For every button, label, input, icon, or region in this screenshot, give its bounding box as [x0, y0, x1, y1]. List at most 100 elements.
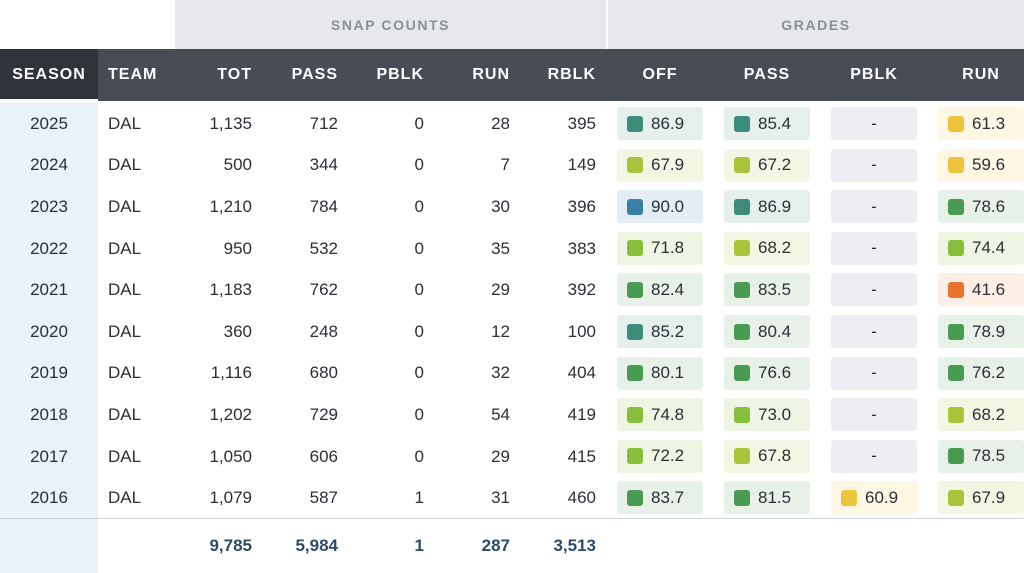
grade-gpass-cell: 68.2 [724, 231, 810, 265]
grade-off-cell: 83.7 [617, 481, 703, 515]
pblk-cell: 1 [414, 488, 424, 508]
grade-gpblk-cell: - [831, 398, 917, 432]
grade-value: - [871, 155, 877, 175]
column-tot[interactable]: TOT [217, 66, 252, 83]
table-row[interactable]: 2025 DAL 1,135 712 0 28 395 86.9 85.4 - 61.3 [0, 103, 1024, 145]
column-grade-pblk[interactable]: PBLK [850, 66, 898, 83]
grade-color-swatch [627, 448, 643, 465]
run-cell: 12 [491, 321, 510, 341]
pblk-cell: 0 [414, 446, 424, 466]
table-row[interactable]: 2017 DAL 1,050 606 0 29 415 72.2 67.8 - 78.5 [0, 435, 1024, 478]
pblk-cell: 0 [414, 196, 424, 216]
grade-value: 82.4 [651, 279, 685, 299]
table-row[interactable]: 2022 DAL 950 532 0 35 383 71.8 68.2 - 74.4 [0, 227, 1024, 270]
tot-cell: 1,135 [209, 113, 252, 133]
table-row[interactable]: 2018 DAL 1,202 729 0 54 419 74.8 73.0 - 68.2 [0, 394, 1024, 436]
season-cell: 2016 [30, 488, 68, 508]
column-rblk[interactable]: RBLK [547, 66, 596, 83]
grade-color-swatch [627, 281, 643, 298]
table-row[interactable]: 2024 DAL 500 344 0 7 149 67.9 67.2 - 59.6 [0, 144, 1024, 187]
grade-gpblk-cell: - [831, 190, 917, 224]
column-header-row: SEASON TEAM TOT PASS PBLK RUN RBLK OFF P… [0, 49, 1024, 101]
season-cell-bg [0, 311, 98, 353]
grade-gpblk-cell: - [831, 273, 917, 307]
table-row[interactable]: 2016 DAL 1,079 587 1 31 460 83.7 81.5 60.9 67.9 [0, 477, 1024, 519]
tot-cell: 1,183 [209, 280, 252, 300]
grade-value: 90.0 [651, 196, 685, 216]
table-row[interactable]: 2021 DAL 1,183 762 0 29 392 82.4 83.5 - 41.6 [0, 269, 1024, 311]
total-tot: 9,785 [209, 536, 252, 555]
grade-value: 78.9 [972, 321, 1006, 341]
tot-cell: 500 [223, 155, 252, 175]
grade-color-swatch [948, 240, 964, 257]
grade-value: - [871, 113, 877, 133]
pblk-cell: 0 [414, 238, 424, 258]
rblk-cell: 392 [567, 280, 596, 300]
pass-cell: 729 [309, 404, 338, 424]
grade-value: 60.9 [865, 487, 899, 507]
total-run: 287 [481, 536, 510, 555]
grade-color-swatch [734, 240, 750, 257]
table-row[interactable]: 2023 DAL 1,210 784 0 30 396 90.0 86.9 - 78.6 [0, 186, 1024, 228]
table-row[interactable]: 2019 DAL 1,116 680 0 32 404 80.1 76.6 - 76.2 [0, 352, 1024, 395]
grade-color-swatch [627, 365, 643, 382]
column-team[interactable]: TEAM [108, 66, 158, 83]
run-cell: 31 [491, 488, 510, 508]
grade-value: 83.5 [758, 279, 792, 299]
grade-color-swatch [627, 489, 643, 506]
column-grade-off[interactable]: OFF [642, 66, 678, 83]
pass-cell: 762 [309, 280, 338, 300]
column-grade-run[interactable]: RUN [962, 66, 1000, 83]
season-cell-bg [0, 435, 98, 478]
grade-off-cell: 80.1 [617, 356, 703, 390]
grade-color-swatch [948, 157, 964, 174]
grade-value: 76.6 [758, 363, 792, 383]
season-cell-bg [0, 394, 98, 436]
grade-value: 67.9 [972, 487, 1006, 507]
column-pass[interactable]: PASS [291, 66, 338, 83]
grade-off-cell: 72.2 [617, 439, 703, 473]
grade-value: 80.4 [758, 321, 792, 341]
grade-color-swatch [948, 406, 964, 423]
table-row[interactable]: 2020 DAL 360 248 0 12 100 85.2 80.4 - 78.9 [0, 311, 1024, 353]
grade-color-swatch [627, 323, 643, 340]
grade-value: 83.7 [651, 487, 685, 507]
rblk-cell: 404 [567, 363, 596, 383]
column-pblk[interactable]: PBLK [376, 66, 424, 83]
season-cell: 2020 [30, 321, 68, 341]
grade-gpblk-cell: - [831, 439, 917, 473]
total-pass: 5,984 [295, 536, 338, 555]
column-season[interactable]: SEASON [0, 49, 98, 101]
grade-grun-cell: 67.9 [938, 481, 1024, 515]
season-cell-bg [0, 227, 98, 270]
pass-cell: 587 [309, 488, 338, 508]
pass-cell: 248 [309, 321, 338, 341]
grade-grun-cell: 68.2 [938, 398, 1024, 432]
season-cell: 2022 [30, 238, 68, 258]
grade-value: 67.9 [651, 155, 685, 175]
grade-color-swatch [734, 157, 750, 174]
season-cell-bg [0, 352, 98, 395]
grade-off-cell: 67.9 [617, 148, 703, 182]
grade-color-swatch [948, 489, 964, 506]
grade-color-swatch [948, 365, 964, 382]
grade-value: 72.2 [651, 446, 685, 466]
run-cell: 30 [491, 196, 510, 216]
grade-color-swatch [948, 323, 964, 340]
grade-value: 74.8 [651, 404, 685, 424]
grade-gpass-cell: 67.2 [724, 148, 810, 182]
column-run[interactable]: RUN [472, 66, 510, 83]
rblk-cell: 419 [567, 404, 596, 424]
grade-grun-cell: 74.4 [938, 231, 1024, 265]
pblk-cell: 0 [414, 404, 424, 424]
team-cell: DAL [108, 363, 142, 383]
run-cell: 29 [491, 280, 510, 300]
team-cell: DAL [108, 404, 142, 424]
grade-gpass-cell: 76.6 [724, 356, 810, 390]
column-grade-pass[interactable]: PASS [743, 66, 791, 83]
team-cell: DAL [108, 196, 142, 216]
run-cell: 29 [491, 446, 510, 466]
grade-gpblk-cell: - [831, 315, 917, 348]
grade-value: 67.2 [758, 155, 792, 175]
grade-color-swatch [948, 115, 964, 132]
